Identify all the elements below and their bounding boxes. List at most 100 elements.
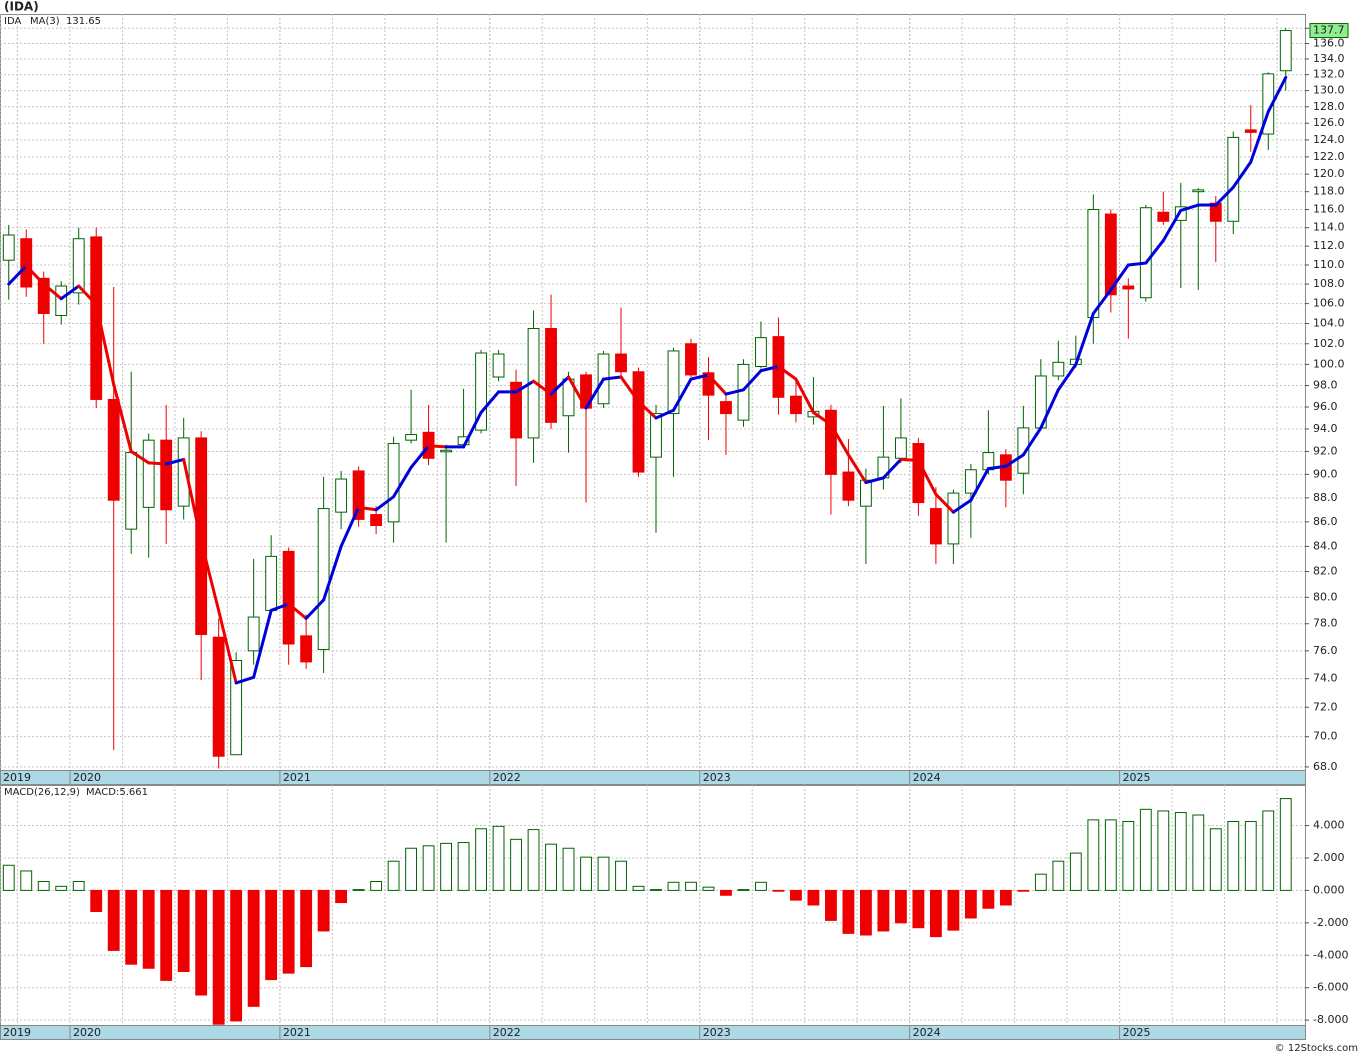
- y-tick-label: 120.0: [1313, 167, 1345, 180]
- candle-body: [1139, 207, 1152, 299]
- ma-line: [112, 382, 133, 453]
- bar: [527, 829, 540, 891]
- bar: [720, 889, 732, 896]
- bar: [702, 886, 715, 891]
- candle-body: [737, 363, 750, 421]
- x-tick-label: 2024: [913, 771, 941, 784]
- candle-body: [230, 660, 243, 756]
- ma-line: [374, 495, 396, 512]
- bar: [37, 880, 50, 891]
- x-tick-label: 2025: [1123, 771, 1151, 784]
- ma-line: [776, 365, 798, 381]
- bar: [1139, 808, 1152, 891]
- plot-area: [0, 14, 1306, 771]
- ma-line: [269, 602, 291, 612]
- candle-body: [650, 413, 662, 458]
- ma-line: [1004, 453, 1025, 468]
- x-tick-label: 2022: [493, 771, 521, 784]
- y-tick-label: 128.0: [1313, 100, 1345, 113]
- candle-body: [859, 479, 872, 507]
- bar: [300, 889, 313, 968]
- y-tick-label: -8.000: [1313, 1013, 1348, 1026]
- candle-body: [387, 443, 400, 523]
- bar: [632, 885, 645, 891]
- bar: [982, 889, 995, 909]
- bar: [964, 889, 977, 919]
- bar: [685, 881, 697, 891]
- bar: [20, 870, 33, 891]
- bar: [562, 847, 575, 891]
- candle-body: [1192, 189, 1205, 193]
- candle-body: [825, 409, 837, 475]
- candle-body: [335, 478, 348, 513]
- date-strip: [0, 1025, 1306, 1040]
- ma-line: [1056, 362, 1078, 392]
- ma-line: [829, 423, 850, 457]
- candle-body: [55, 285, 68, 316]
- candle-body: [720, 401, 732, 415]
- ma-line: [654, 408, 675, 420]
- candle-body: [282, 550, 295, 645]
- y-tick-label: 92.0: [1313, 444, 1338, 457]
- ma-line: [689, 373, 710, 381]
- y-tick-label: 86.0: [1313, 515, 1338, 528]
- candle-body: [1052, 361, 1065, 377]
- candle-body: [947, 492, 960, 545]
- y-tick-label: 104.0: [1313, 316, 1345, 329]
- ma-line: [409, 444, 431, 469]
- ma-line: [1249, 110, 1270, 164]
- y-tick-label: 2.000: [1313, 851, 1345, 864]
- bar: [177, 889, 190, 972]
- ma-line: [304, 598, 326, 620]
- y-tick-label: 96.0: [1313, 400, 1338, 413]
- candle-body: [177, 437, 190, 507]
- bar: [807, 889, 820, 906]
- x-tick-label: 2022: [493, 1026, 521, 1039]
- y-tick-label: 110.0: [1313, 258, 1345, 271]
- ma-line: [794, 377, 815, 414]
- bar: [387, 860, 400, 891]
- bar: [107, 889, 120, 951]
- bar: [999, 889, 1012, 906]
- bar: [737, 889, 750, 891]
- ma-line: [986, 464, 1008, 471]
- ma-line: [1109, 263, 1130, 292]
- bar: [1122, 820, 1135, 891]
- y-tick-label: -6.000: [1313, 981, 1348, 994]
- y-tick-label: 90.0: [1313, 467, 1338, 480]
- y-tick-label: 72.0: [1313, 700, 1338, 713]
- y-tick-label: 68.0: [1313, 760, 1338, 773]
- candle-body: [265, 555, 278, 611]
- ma-line: [602, 375, 623, 381]
- candle-body: [37, 277, 50, 314]
- ma-line: [969, 467, 990, 502]
- candle-body: [545, 328, 557, 423]
- ma-line: [1266, 75, 1288, 114]
- y-tick-label: 76.0: [1313, 644, 1338, 657]
- x-tick-label: 2024: [913, 1026, 941, 1039]
- legend-value: 131.65: [66, 16, 101, 27]
- ma-line: [934, 492, 955, 514]
- x-tick-label: 2025: [1123, 1026, 1151, 1039]
- bar: [422, 845, 435, 891]
- chart-title: (IDA): [4, 0, 39, 14]
- ma-line: [1074, 311, 1095, 366]
- bar: [457, 842, 470, 891]
- ma-line: [129, 449, 151, 465]
- bar: [1034, 873, 1047, 891]
- ma-line: [1161, 208, 1183, 243]
- bar: [825, 889, 837, 921]
- bar: [1192, 814, 1205, 891]
- bar: [667, 881, 680, 891]
- bar: [55, 885, 68, 891]
- candle-body: [317, 508, 330, 650]
- candle-body: [492, 353, 505, 378]
- bar: [1227, 820, 1240, 891]
- ma-line: [706, 373, 728, 396]
- bar: [142, 889, 155, 969]
- y-tick-label: 84.0: [1313, 539, 1338, 552]
- bar: [475, 828, 487, 891]
- bar: [510, 838, 522, 891]
- x-tick-label: 2023: [703, 1026, 731, 1039]
- ma-line: [759, 365, 780, 373]
